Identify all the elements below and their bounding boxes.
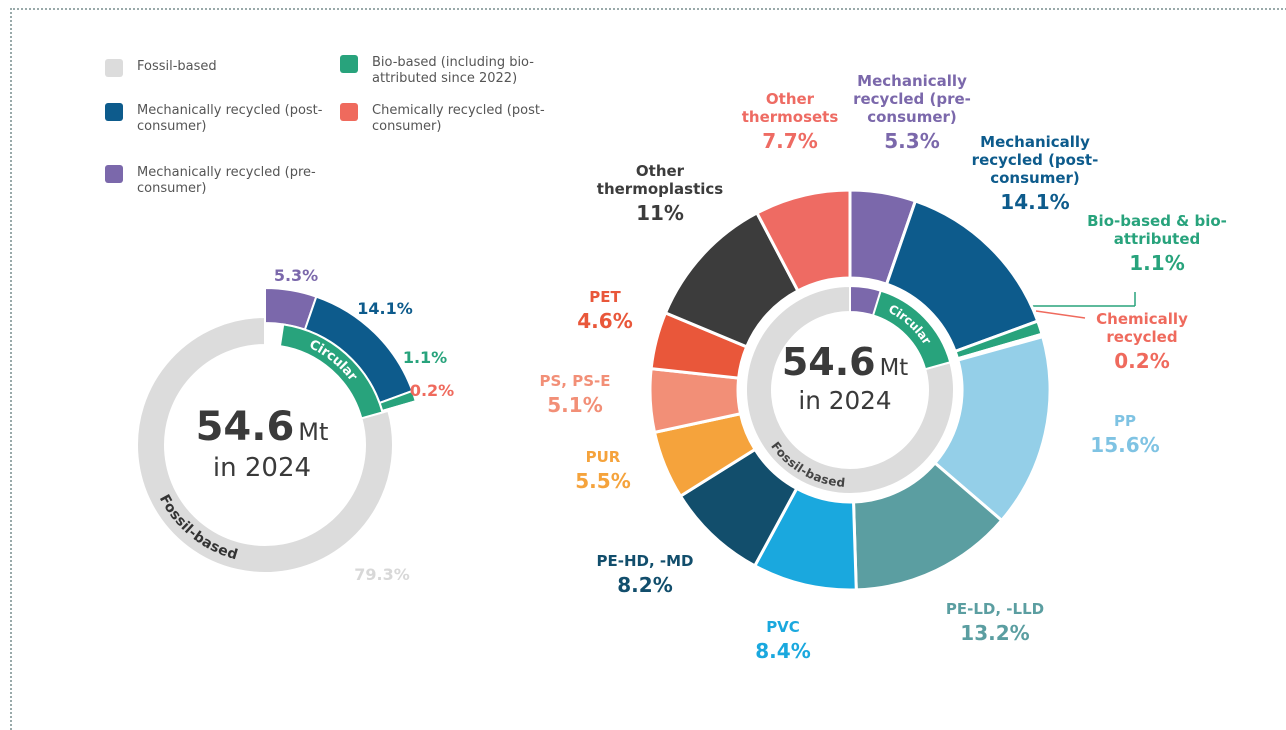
center-unit: Mt <box>880 355 909 381</box>
legend-text: Chemically recycled (post-consumer) <box>372 103 545 135</box>
value-label: 5.3% <box>274 263 318 285</box>
center-number: 54.6 <box>782 340 876 384</box>
legend-swatch <box>105 103 123 121</box>
value-text: 0.2% <box>409 381 455 400</box>
value-text: 14.1% <box>357 299 413 318</box>
label-value: 5.5% <box>575 469 631 493</box>
circular-band <box>278 323 384 420</box>
value-text: 79.3% <box>354 565 410 584</box>
leader-line <box>1035 310 1086 319</box>
label-name: PE-LD, -LLD <box>945 600 1045 618</box>
segment-label: Other thermoplastics 11% <box>575 162 745 225</box>
segment <box>136 315 394 574</box>
label-value: 15.6% <box>1090 433 1160 457</box>
page: Circular Fossil-based 54.6 Mt in 2024 Circula… <box>10 8 1286 730</box>
label-name: PVC <box>766 618 800 636</box>
legend-text: Fossil-based <box>137 59 217 74</box>
segment-label: Chemically recycled 0.2% <box>1072 310 1212 373</box>
legend-item: Mechanically recycled (pre-consumer) <box>105 165 325 198</box>
center-sub: in 2024 <box>798 386 891 415</box>
label-name: PUR <box>585 448 621 466</box>
legend-text: Mechanically recycled (post-consumer) <box>137 103 323 135</box>
label-value: 11% <box>636 201 684 225</box>
center-number: 54.6 <box>196 404 295 450</box>
label-value: 0.2% <box>1114 349 1170 373</box>
segment <box>754 188 852 293</box>
label-value: 7.7% <box>762 129 818 153</box>
segment-label: PS, PS-E 5.1% <box>525 372 625 417</box>
legend-item: Chemically recycled (post-consumer) <box>340 103 560 136</box>
segment-label: Other thermosets 7.7% <box>735 90 845 153</box>
segment-label: PE-HD, -MD 8.2% <box>575 552 715 597</box>
segment-label: PET 4.6% <box>565 288 645 333</box>
legend-text: Mechanically recycled (pre-consumer) <box>137 165 316 197</box>
label-name: Mechanically recycled (pre-consumer) <box>853 72 971 126</box>
label-value: 14.1% <box>1000 190 1070 214</box>
segment-label: PP 15.6% <box>1085 412 1165 457</box>
segment-label: Mechanically recycled (pre-consumer) 5.3% <box>842 72 982 153</box>
inner-segment <box>745 284 955 495</box>
segment-label: PE-LD, -LLD 13.2% <box>935 600 1055 645</box>
center-unit: Mt <box>298 418 328 446</box>
center-value: 54.6 Mt <box>782 340 908 384</box>
legend-text: Bio-based (including bio-attributed sinc… <box>372 55 534 87</box>
legend-swatch <box>340 55 358 73</box>
label-name: Chemically recycled <box>1096 310 1188 346</box>
label-name: Other thermosets <box>741 90 839 126</box>
label-value: 5.1% <box>547 393 603 417</box>
label-name: PET <box>589 288 621 306</box>
legend-swatch <box>105 59 123 77</box>
legend-item: Mechanically recycled (post-consumer) <box>105 103 325 136</box>
legend-swatch <box>340 103 358 121</box>
value-text: 1.1% <box>402 348 448 367</box>
legend-item: Bio-based (including bio-attributed sinc… <box>340 55 560 88</box>
value-label: 1.1% <box>403 345 447 367</box>
segment-label: PUR 5.5% <box>563 448 643 493</box>
value-label: 79.3% <box>354 562 410 584</box>
frame <box>10 8 1286 730</box>
label-name: Other thermoplastics <box>596 162 724 198</box>
segment-label: Mechanically recycled (post-consumer) 14.… <box>965 133 1105 214</box>
label-value: 1.1% <box>1129 251 1185 275</box>
value-label: 14.1% <box>357 296 413 318</box>
label-name: PE-HD, -MD <box>596 552 694 570</box>
label-value: 8.2% <box>617 573 673 597</box>
label-value: 5.3% <box>884 129 940 153</box>
center-value: 54.6 Mt <box>196 404 329 450</box>
value-text: 5.3% <box>273 266 319 285</box>
label-value: 4.6% <box>577 309 633 333</box>
label-name: PP <box>1114 412 1136 430</box>
label-name: Mechanically recycled (post-consumer) <box>971 133 1099 187</box>
value-label: 0.2% <box>410 378 454 400</box>
label-value: 8.4% <box>755 639 811 663</box>
label-name: Bio-based & bio-attributed <box>1087 212 1227 248</box>
legend-item: Fossil-based <box>105 59 325 77</box>
center-sub: in 2024 <box>213 453 311 483</box>
label-value: 13.2% <box>960 621 1030 645</box>
segment-label: PVC 8.4% <box>743 618 823 663</box>
label-name: PS, PS-E <box>539 372 611 390</box>
legend-swatch <box>105 165 123 183</box>
segment-label: Bio-based & bio-attributed 1.1% <box>1077 212 1237 275</box>
circular-band <box>871 289 952 371</box>
